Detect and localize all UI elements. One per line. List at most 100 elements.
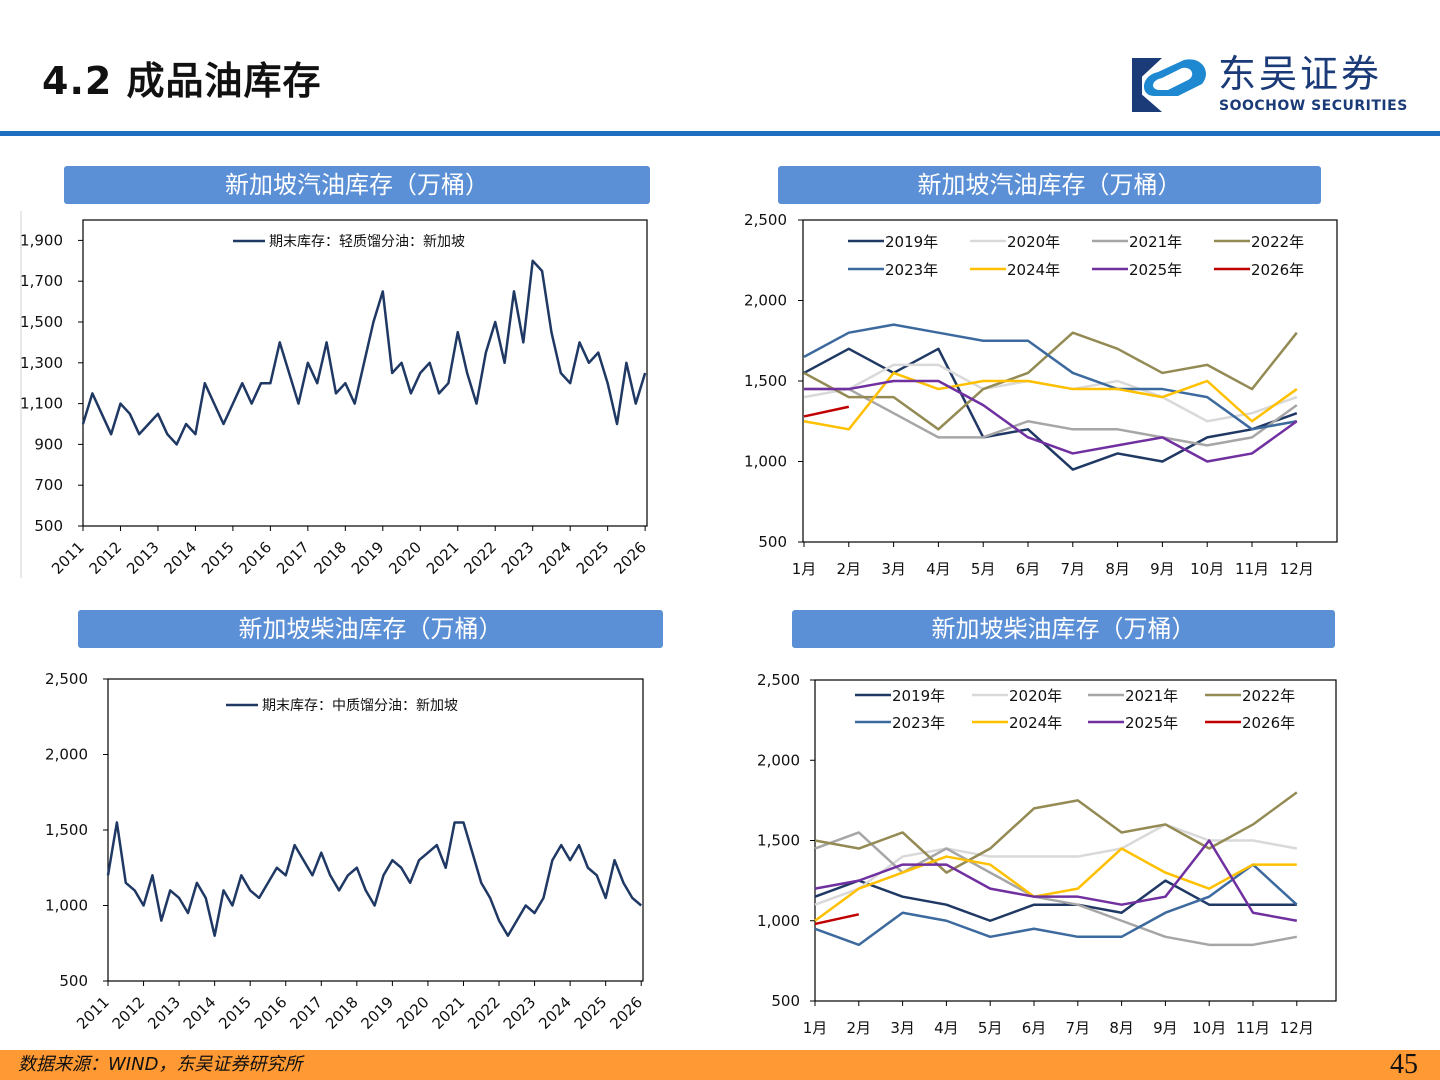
x-tick-label: 2026 (606, 993, 646, 1033)
series-line-2026年 (814, 913, 860, 926)
x-tick-label: 2013 (123, 538, 163, 578)
logo-mark-icon (1132, 58, 1206, 112)
logo-text-cn: 东吴证券 (1218, 52, 1383, 96)
series-line-2019年 (814, 879, 1297, 922)
x-tick-label: 1月 (803, 1019, 828, 1037)
series-line-2020年 (814, 823, 1298, 906)
y-tick-label: 1,000 (757, 912, 800, 930)
x-tick-label: 11月 (1236, 1019, 1270, 1037)
y-tick-label: 1,700 (20, 272, 63, 290)
series-line (81, 259, 647, 446)
series-line-2024年 (814, 847, 1297, 922)
legend-label: 2023年 (885, 261, 938, 279)
x-tick-label: 3月 (890, 1019, 915, 1037)
y-tick-label: 700 (34, 476, 63, 494)
legend-label: 2022年 (1251, 233, 1304, 251)
series-line-2026年 (803, 405, 850, 418)
company-logo (1132, 56, 1212, 116)
x-tick-label: 2012 (86, 538, 126, 578)
x-tick-label: 2012 (109, 993, 149, 1033)
y-tick-label: 1,900 (20, 231, 63, 249)
page-number: 45 (1390, 1049, 1418, 1080)
legend-label: 2023年 (892, 714, 945, 732)
x-tick-label: 2022 (464, 993, 504, 1033)
legend-label: 2026年 (1242, 714, 1295, 732)
x-tick-label: 7月 (1061, 560, 1086, 578)
x-tick-label: 2021 (429, 993, 469, 1033)
series-line-2021年 (804, 387, 1298, 447)
y-tick-label: 500 (34, 517, 63, 535)
legend-label: 2020年 (1007, 233, 1060, 251)
panel-title-sg-gasoline: 新加坡汽油库存（万桶） (64, 166, 650, 204)
x-tick-label: 5月 (971, 560, 996, 578)
panel-title-sg-diesel: 新加坡柴油库存（万桶） (78, 610, 663, 648)
chart-0: 5007009001,1001,3001,5001,7001,900201120… (20, 219, 650, 578)
x-tick-label: 2020 (393, 993, 433, 1033)
x-tick-label: 10月 (1190, 560, 1224, 578)
panel-title-sg-diesel-seasonal: 新加坡柴油库存（万桶） (792, 610, 1335, 648)
x-tick-label: 2016 (251, 993, 291, 1033)
chart-2: 5001,0001,5002,0002,50020112012201320142… (45, 670, 646, 1033)
x-tick-label: 12月 (1280, 1019, 1314, 1037)
x-tick-label: 9月 (1153, 1019, 1178, 1037)
y-tick-label: 2,500 (45, 670, 88, 688)
header-divider (0, 131, 1440, 136)
y-tick-label: 500 (771, 992, 800, 1010)
data-source: 数据来源：WIND，东吴证券研究所 (18, 1054, 303, 1075)
y-tick-label: 500 (59, 972, 88, 990)
x-tick-label: 2013 (144, 993, 184, 1033)
y-tick-label: 500 (758, 533, 787, 551)
legend-label: 2019年 (885, 233, 938, 251)
legend-label: 期末库存：轻质馏分油：新加坡 (269, 234, 465, 250)
series-line-2024年 (803, 371, 1298, 431)
x-tick-label: 2026 (610, 538, 650, 578)
x-tick-label: 2023 (498, 538, 538, 578)
plot-frame (107, 678, 644, 982)
x-tick-label: 2014 (180, 993, 220, 1033)
x-tick-label: 2019 (357, 993, 397, 1033)
legend-label: 2024年 (1009, 714, 1062, 732)
x-tick-label: 2025 (573, 538, 613, 578)
y-tick-label: 2,000 (744, 292, 787, 310)
x-tick-label: 12月 (1280, 560, 1314, 578)
series-line (106, 821, 643, 937)
x-tick-label: 5月 (978, 1019, 1003, 1037)
y-tick-label: 1,100 (20, 395, 63, 413)
x-tick-label: 2017 (286, 993, 326, 1033)
series-line-2022年 (814, 791, 1298, 874)
legend-label: 2021年 (1129, 233, 1182, 251)
x-tick-label: 2015 (198, 538, 238, 578)
y-tick-label: 1,000 (45, 897, 88, 915)
x-tick-label: 2月 (837, 560, 862, 578)
y-tick-label: 1,300 (20, 354, 63, 372)
x-tick-label: 2025 (571, 993, 611, 1033)
series-line-2021年 (814, 831, 1298, 947)
legend-label: 2025年 (1125, 714, 1178, 732)
legend-label: 2021年 (1125, 687, 1178, 705)
page-title: 4.2 成品油库存 (42, 59, 322, 103)
x-tick-label: 2017 (273, 538, 313, 578)
legend-label: 2019年 (892, 687, 945, 705)
panel-title-sg-gasoline-seasonal: 新加坡汽油库存（万桶） (778, 166, 1321, 204)
x-tick-label: 2024 (535, 993, 575, 1033)
legend-label: 2026年 (1251, 261, 1304, 279)
legend-label: 期末库存：中质馏分油：新加坡 (262, 698, 458, 714)
series-line-2023年 (814, 863, 1298, 947)
logo-text-en: SOOCHOW SECURITIES (1219, 98, 1408, 114)
x-tick-label: 2022 (460, 538, 500, 578)
y-tick-label: 1,500 (20, 313, 63, 331)
x-tick-label: 2021 (423, 538, 463, 578)
x-tick-label: 2024 (535, 538, 575, 578)
legend-label: 2025年 (1129, 261, 1182, 279)
x-tick-label: 2018 (322, 993, 362, 1033)
y-tick-label: 2,000 (757, 751, 800, 769)
x-tick-label: 10月 (1192, 1019, 1226, 1037)
y-tick-label: 2,500 (757, 671, 800, 689)
series-line-2022年 (803, 331, 1298, 431)
legend-label: 2022年 (1242, 687, 1295, 705)
y-tick-label: 1,500 (744, 372, 787, 390)
x-tick-label: 8月 (1105, 560, 1130, 578)
x-tick-label: 2018 (310, 538, 350, 578)
plot-frame (82, 219, 648, 527)
x-tick-label: 2月 (847, 1019, 872, 1037)
